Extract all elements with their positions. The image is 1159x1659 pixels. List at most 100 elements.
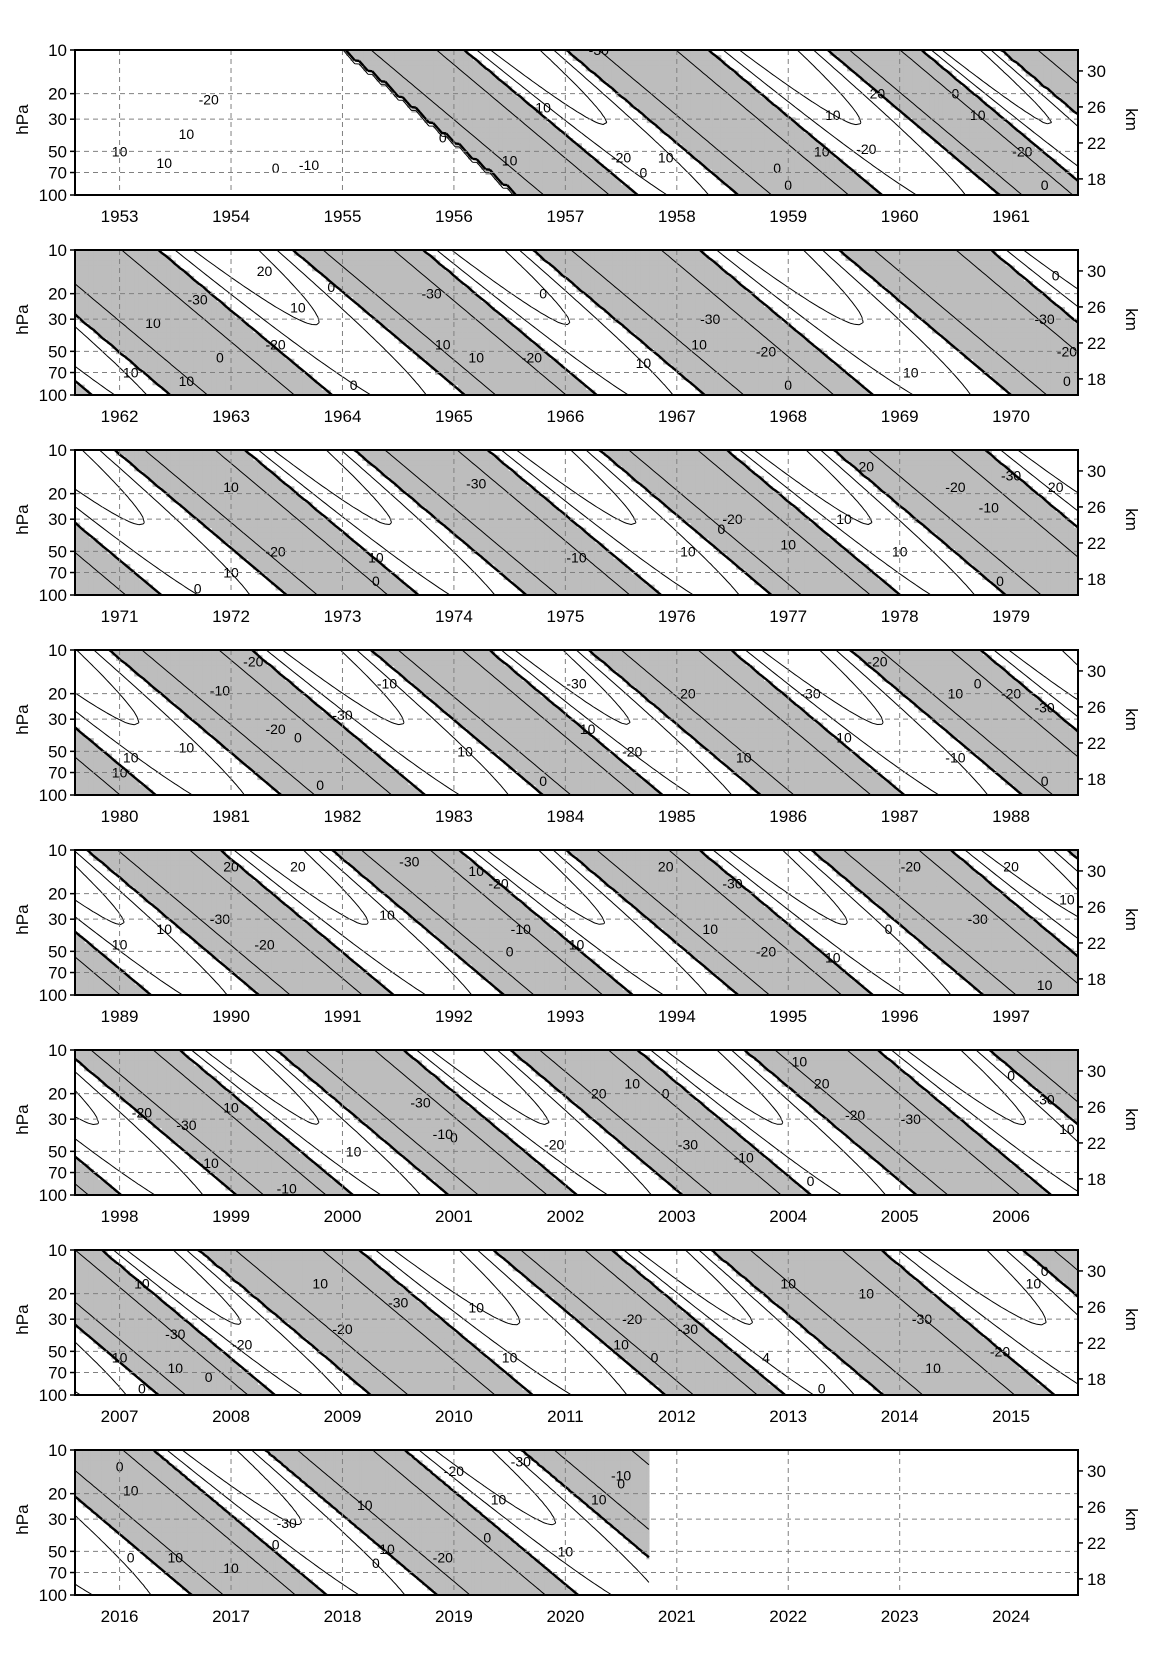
- shade-cell: [1060, 60, 1066, 67]
- shade-cell: [740, 327, 746, 334]
- shade-cell: [1056, 184, 1062, 191]
- shade-cell: [895, 60, 900, 67]
- shade-cell: [654, 348, 660, 355]
- shade-cell: [1073, 101, 1078, 108]
- shade-cell: [598, 184, 604, 191]
- shade-cell: [529, 127, 535, 134]
- shade-cell: [681, 301, 687, 308]
- shade-cell: [380, 301, 386, 308]
- shade-cell: [489, 132, 495, 139]
- shade-cell: [193, 317, 199, 324]
- shade-cell: [745, 363, 751, 370]
- shade-cell: [494, 132, 500, 139]
- shade-cell: [412, 317, 418, 324]
- year-axis: 1953 1954 1955 1956 1957 1958 1959 1960 1961: [101, 207, 1030, 226]
- shade-cell: [179, 338, 186, 344]
- shade-cell: [134, 281, 140, 287]
- shade-cell: [716, 86, 722, 93]
- shade-cell: [956, 106, 961, 113]
- shade-cell: [175, 363, 181, 370]
- shade-cell: [380, 275, 386, 282]
- shade-cell: [698, 127, 704, 134]
- shade-cell: [672, 55, 678, 61]
- shade-cell: [677, 65, 683, 72]
- shade-cell: [134, 296, 140, 303]
- shade-cell: [489, 312, 496, 318]
- shade-cell: [298, 250, 304, 256]
- shade-cell: [694, 86, 700, 93]
- shade-cell: [489, 363, 496, 370]
- shade-cell: [193, 327, 199, 334]
- shade-cell: [725, 138, 731, 144]
- shade-cell: [658, 312, 664, 318]
- shade-cell: [184, 384, 190, 391]
- shade-cell: [722, 301, 728, 308]
- shade-cell: [612, 301, 619, 308]
- shade-cell: [973, 127, 979, 134]
- shade-cell: [494, 338, 500, 344]
- contour-label: 0: [784, 177, 792, 193]
- shade-cell: [868, 189, 874, 195]
- shade-cell: [84, 301, 90, 308]
- shade-cell: [120, 250, 126, 256]
- shade-cell: [803, 153, 809, 160]
- shade-cell: [530, 384, 537, 391]
- shade-cell: [951, 148, 957, 155]
- shade-cell: [816, 179, 822, 186]
- shade-cell: [385, 265, 391, 272]
- shade-cell: [225, 353, 231, 360]
- shade-cell: [511, 101, 517, 108]
- shade-cell: [494, 106, 500, 113]
- shade-cell: [751, 143, 757, 149]
- shade-cell: [947, 106, 953, 113]
- shade-cell: [746, 189, 752, 195]
- shade-cell: [786, 143, 792, 149]
- shade-cell: [555, 138, 561, 144]
- shade-cell: [120, 296, 126, 303]
- shade-cell: [220, 379, 227, 386]
- shade-cell: [704, 379, 710, 386]
- shade-cell: [446, 91, 452, 98]
- shade-cell: [257, 363, 263, 370]
- shade-cell: [773, 117, 779, 124]
- shade-cell: [161, 353, 167, 360]
- shade-cell: [106, 255, 113, 261]
- shade-cell: [698, 138, 704, 144]
- shade-cell: [430, 338, 436, 344]
- shade-cell: [385, 312, 391, 318]
- shade-cell: [1073, 106, 1078, 113]
- shade-cell: [982, 127, 988, 134]
- shade-cell: [562, 255, 568, 261]
- shade-cell: [147, 260, 154, 267]
- shade-cell: [138, 296, 144, 303]
- shade-cell: [717, 369, 723, 375]
- shade-cell: [512, 348, 518, 355]
- shade-cell: [193, 363, 199, 370]
- shade-cell: [398, 260, 404, 267]
- shade-cell: [977, 138, 983, 144]
- shade-cell: [717, 275, 723, 282]
- shade-cell: [540, 363, 546, 370]
- shade-cell: [542, 189, 548, 195]
- shade-cell: [467, 343, 473, 349]
- shade-cell: [516, 143, 521, 149]
- shade-cell: [1017, 60, 1022, 67]
- shade-cell: [649, 255, 655, 261]
- shade-cell: [1025, 50, 1031, 56]
- shade-cell: [537, 132, 543, 139]
- shade-cell: [520, 169, 526, 175]
- shade-cell: [546, 122, 552, 129]
- shade-cell: [577, 163, 582, 170]
- shade-cell: [736, 374, 742, 381]
- shade-cell: [481, 112, 487, 118]
- shade-cell: [502, 96, 508, 103]
- shade-cell: [708, 275, 714, 282]
- shade-cell: [530, 343, 537, 349]
- shade-cell: [330, 250, 336, 256]
- shade-cell: [375, 281, 382, 287]
- shade-cell: [712, 122, 718, 129]
- shade-cell: [524, 132, 530, 139]
- shade-cell: [403, 296, 409, 303]
- shade-cell: [225, 317, 231, 324]
- shade-cell: [558, 250, 564, 256]
